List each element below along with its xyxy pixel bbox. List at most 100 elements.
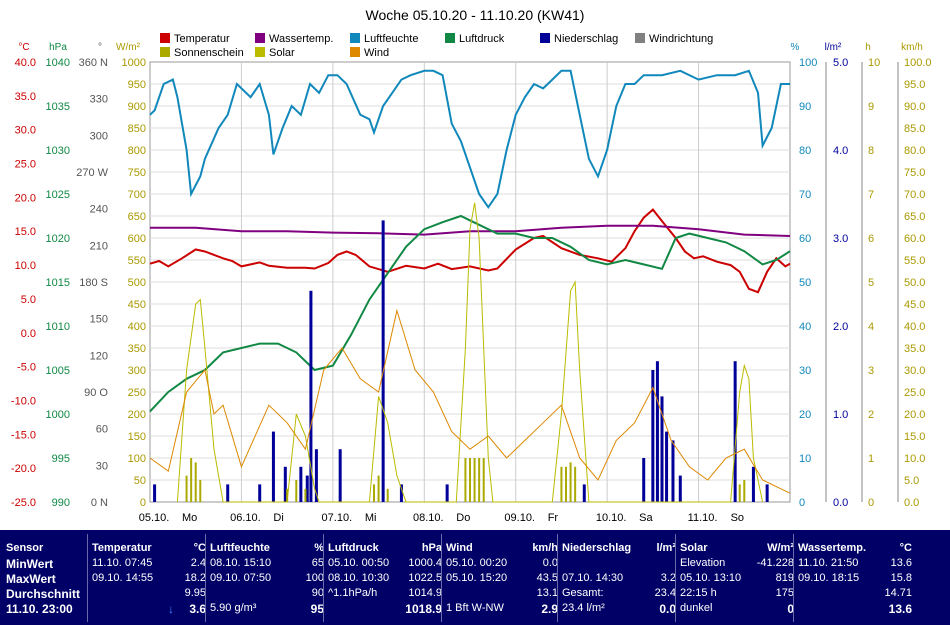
tick-label-h: 9 [868, 101, 874, 113]
precip-bar [258, 484, 262, 502]
tick-label-temp: 15.0 [15, 226, 36, 238]
tick-label-temp: 30.0 [15, 125, 36, 137]
tick-label-wm2: 750 [128, 167, 146, 179]
x-tick-date: 11.10. [688, 512, 718, 524]
tick-label-kmh: 30.0 [904, 365, 925, 377]
tick-label-pct: 0 [799, 497, 805, 509]
tick-label-pct: 20 [799, 409, 811, 421]
precip-bar [678, 475, 682, 502]
axis-unit-h: h [865, 42, 871, 53]
tick-label-kmh: 75.0 [904, 167, 925, 179]
tick-label-dir: 150 [90, 314, 108, 326]
stats-value: 1022.5 [408, 572, 442, 584]
sunshine-bar [478, 458, 481, 502]
tick-label-wm2: 500 [128, 277, 146, 289]
tick-label-dir: 120 [90, 350, 108, 362]
tick-label-pct: 90 [799, 101, 811, 113]
axis-unit-dir: ° [98, 42, 102, 53]
tick-label-wm2: 150 [128, 431, 146, 443]
tick-label-dir: 300 [90, 130, 108, 142]
tick-label-kmh: 80.0 [904, 145, 925, 157]
tick-label-h: 1 [868, 453, 874, 465]
precip-bar [271, 431, 275, 502]
tick-label-dir: 30 [96, 460, 108, 472]
precip-bar [671, 440, 675, 502]
precip-bar [665, 431, 669, 502]
stats-date: 11.10. 21:50 [798, 557, 859, 569]
tick-label-wm2: 400 [128, 321, 146, 333]
stats-unit: hPa [421, 542, 442, 554]
stats-value: 13.6 [888, 602, 912, 616]
stats-row-label: Durchschnitt [6, 587, 81, 601]
tick-label-kmh: 35.0 [904, 343, 925, 355]
x-tick-day: Mi [365, 512, 377, 524]
tick-label-h: 10 [868, 57, 880, 69]
tick-label-pct: 30 [799, 365, 811, 377]
x-tick-date: 08.10. [413, 512, 444, 524]
tick-label-wm2: 600 [128, 233, 146, 245]
x-tick-day: Sa [639, 512, 653, 524]
tick-label-lm2: 0.0 [833, 497, 848, 509]
stats-header: Solar [680, 542, 708, 554]
stats-value: 9.95 [184, 587, 206, 599]
tick-label-kmh: 45.0 [904, 299, 925, 311]
tick-label-wm2: 950 [128, 79, 146, 91]
tick-label-wm2: 300 [128, 365, 146, 377]
sunshine-bar [190, 458, 193, 502]
stats-value: 23.4 [654, 587, 676, 599]
stats-value: 3.6 [189, 602, 206, 616]
tick-label-kmh: 60.0 [904, 233, 925, 245]
tick-label-h: 6 [868, 233, 874, 245]
sunshine-bar [560, 466, 563, 502]
stats-date: ^1.1hPa/h [328, 587, 378, 599]
sunshine-bar [373, 484, 375, 502]
tick-label-hpa: 1000 [46, 409, 70, 421]
series-line-luftfeuchte [149, 69, 790, 209]
stats-value: 13.6 [890, 557, 912, 569]
axis-unit-temp: °C [18, 42, 29, 53]
stats-value: 0.0 [542, 557, 558, 569]
sunshine-bar [386, 488, 389, 502]
legend-swatch [635, 33, 645, 43]
tick-label-dir: 240 [90, 204, 108, 216]
stats-date: Elevation [680, 557, 726, 569]
stats-date: 05.10. 15:20 [446, 572, 508, 584]
legend-swatch [350, 47, 360, 57]
sunshine-bar [569, 462, 572, 502]
tick-label-pct: 80 [799, 145, 811, 157]
precip-bar [765, 484, 769, 502]
stats-date: dunkel [680, 602, 713, 614]
sunshine-bar [482, 458, 485, 502]
precip-bar [226, 484, 230, 502]
series-line-luftdruck [149, 214, 791, 413]
legend-swatch [540, 33, 550, 43]
stats-date: 22:15 h [680, 587, 717, 599]
stats-unit: °C [193, 542, 206, 554]
stats-date: 23.4 l/m² [562, 602, 605, 614]
tick-label-dir: 330 [90, 94, 108, 106]
legend-label: Temperatur [174, 33, 230, 45]
tick-label-lm2: 4.0 [833, 145, 848, 157]
tick-label-wm2: 0 [140, 497, 146, 509]
tick-label-hpa: 1030 [46, 145, 70, 157]
stats-header: Wind [446, 542, 473, 554]
stats-value: 15.8 [890, 572, 912, 584]
legend-label: Windrichtung [649, 33, 713, 45]
stats-value: 18.2 [184, 572, 206, 584]
tick-label-pct: 50 [799, 277, 811, 289]
legend-label: Solar [269, 47, 295, 59]
legend-swatch [350, 33, 360, 43]
stats-header: Luftdruck [328, 542, 379, 554]
tick-label-pct: 60 [799, 233, 811, 245]
stats-value: 0.0 [659, 602, 676, 616]
x-tick-day: So [731, 512, 744, 524]
stats-value: 100 [305, 572, 324, 584]
tick-label-temp: -5.0 [17, 362, 36, 374]
stats-date: 05.10. 13:10 [680, 572, 742, 584]
precip-bar [309, 290, 313, 502]
x-tick-day: Mo [182, 512, 197, 524]
sunshine-bar [295, 480, 298, 502]
axis-unit-lm2: l/m² [825, 42, 842, 53]
tick-label-kmh: 70.0 [904, 189, 925, 201]
legend-swatch [160, 47, 170, 57]
